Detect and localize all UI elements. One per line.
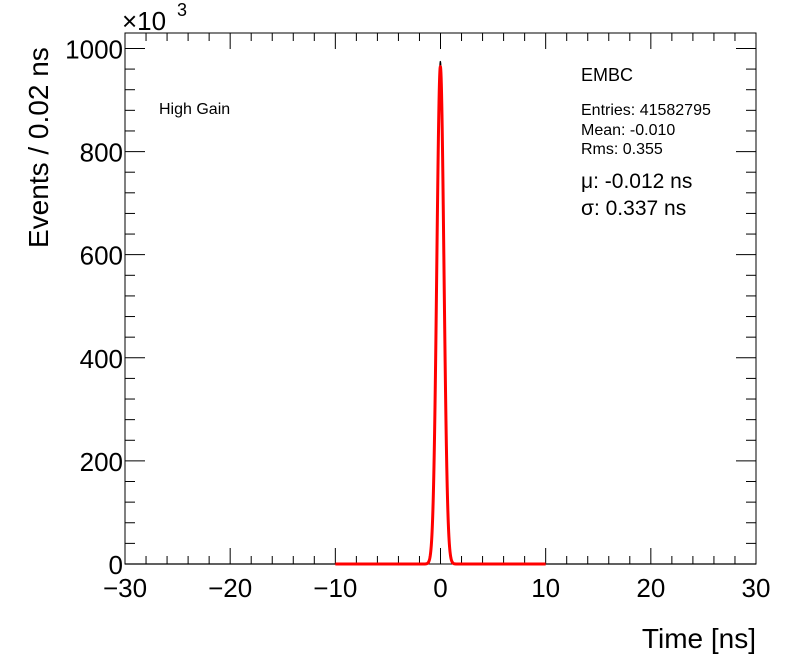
gain-label: High Gain	[159, 101, 230, 118]
y-tick-label: 0	[109, 550, 123, 580]
x-tick-label: −10	[313, 573, 357, 603]
x-tick-label: 0	[433, 573, 447, 603]
detector-label: EMBC	[581, 65, 633, 85]
y-tick-label: 200	[80, 447, 123, 477]
y-tick-label: 800	[80, 138, 123, 168]
fit-mu: μ: -0.012 ns	[581, 170, 692, 193]
x-tick-label: 30	[742, 573, 771, 603]
y-tick-label: 1000	[65, 34, 123, 64]
y-multiplier: ×10	[122, 6, 166, 36]
y-axis-label: Events / 0.02 ns	[23, 47, 54, 248]
fit-sigma: σ: 0.337 ns	[581, 197, 686, 220]
entries-stat: Entries: 41582795	[581, 102, 711, 119]
x-tick-label: −20	[208, 573, 252, 603]
x-tick-label: 10	[531, 573, 560, 603]
rms-stat: Rms: 0.355	[581, 141, 663, 158]
y-tick-label: 400	[80, 344, 123, 374]
histogram-line	[124, 60, 757, 565]
mean-stat: Mean: -0.010	[581, 122, 675, 139]
x-tick-label: 20	[636, 573, 665, 603]
x-axis-label: Time [ns]	[642, 623, 756, 654]
x-tick-label: −30	[103, 573, 147, 603]
y-tick-label: 600	[80, 241, 123, 271]
fit-curve	[334, 65, 547, 566]
y-multiplier-exponent: 3	[177, 0, 187, 20]
